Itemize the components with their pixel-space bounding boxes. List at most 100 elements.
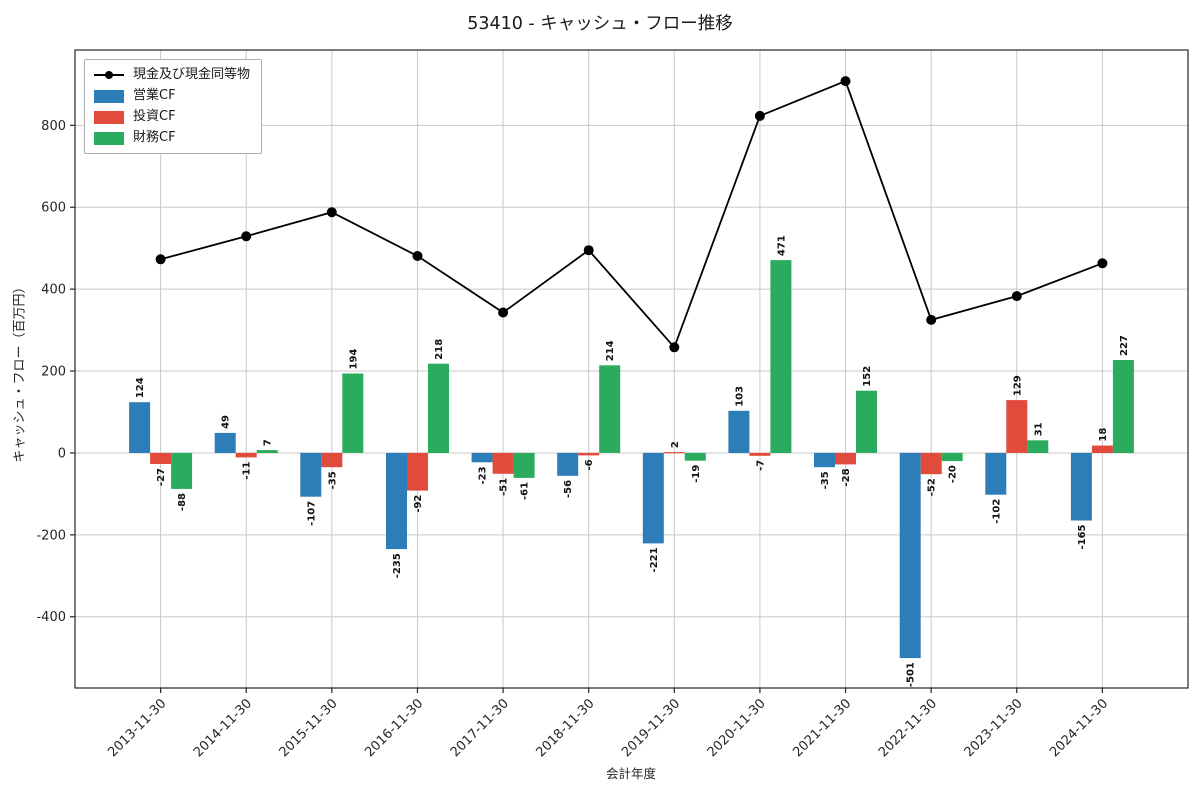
bar-投資CF-2015-11-30: [321, 452, 343, 468]
bar-営業CF-2016-11-30: [386, 452, 407, 550]
line-point-2013-11-30: [155, 254, 166, 265]
x-tick-label: 2022-11-30: [876, 696, 940, 760]
line-point-2024-11-30: [1097, 258, 1108, 269]
bar-value-label: 129: [1012, 375, 1023, 396]
bar-value-label: 227: [1119, 335, 1130, 356]
bar-value-label: 103: [734, 386, 745, 407]
legend-item-financing-cf: 財務CF: [94, 130, 250, 146]
bar-財務CF-2015-11-30: [342, 373, 364, 453]
bar-投資CF-2013-11-30: [150, 452, 172, 464]
bar-value-label: 194: [348, 349, 359, 370]
bar-value-label: 18: [1098, 428, 1109, 442]
bar-value-label: -28: [841, 468, 852, 486]
y-tick-label: 600: [41, 201, 66, 216]
line-point-2022-11-30: [926, 314, 937, 325]
x-tick-label: 2015-11-30: [277, 696, 341, 760]
legend-item-cash-equivalents: 現金及び現金同等物: [94, 67, 250, 83]
line-point-2019-11-30: [669, 342, 680, 353]
bar-財務CF-2024-11-30: [1112, 360, 1134, 453]
y-tick-label: 400: [41, 283, 66, 298]
financing-cf-swatch-icon: [94, 131, 124, 145]
bar-value-label: -88: [177, 493, 188, 511]
x-tick-label: 2019-11-30: [619, 696, 683, 760]
legend-item-operating-cf: 営業CF: [94, 88, 250, 104]
bar-営業CF-2020-11-30: [728, 410, 750, 453]
bar-value-label: -56: [563, 480, 574, 498]
bar-value-label: 471: [776, 235, 787, 256]
legend: 現金及び現金同等物 営業CF 投資CF 財務CF: [84, 59, 263, 154]
bar-value-label: -107: [306, 501, 317, 526]
bar-投資CF-2020-11-30: [749, 452, 771, 456]
bar-value-label: -51: [499, 478, 510, 496]
x-tick-label: 2018-11-30: [533, 696, 597, 760]
bar-財務CF-2020-11-30: [770, 260, 792, 453]
bar-財務CF-2017-11-30: [513, 452, 535, 478]
bar-value-label: 31: [1033, 422, 1044, 436]
bar-投資CF-2018-11-30: [578, 452, 600, 456]
bar-営業CF-2021-11-30: [814, 452, 835, 468]
bar-value-label: -11: [242, 461, 253, 479]
line-marker-icon: [94, 71, 124, 79]
x-tick-label: 2013-11-30: [105, 696, 169, 760]
bar-営業CF-2024-11-30: [1070, 452, 1092, 521]
bar-営業CF-2019-11-30: [642, 452, 664, 544]
line-point-2021-11-30: [840, 76, 851, 87]
line-point-2015-11-30: [326, 207, 337, 218]
bar-営業CF-2022-11-30: [899, 452, 921, 659]
bar-value-label: -92: [413, 495, 424, 513]
bar-value-label: -165: [1077, 524, 1088, 549]
legend-label: 投資CF: [133, 109, 176, 124]
investing-cf-swatch-icon: [94, 110, 124, 124]
bar-value-label: 2: [670, 441, 681, 448]
bar-投資CF-2017-11-30: [492, 452, 514, 474]
bar-value-label: -35: [820, 471, 831, 489]
bar-value-label: -23: [478, 466, 489, 484]
bar-財務CF-2019-11-30: [684, 452, 706, 461]
bar-value-label: -35: [327, 471, 338, 489]
y-tick-label: -200: [36, 528, 66, 543]
x-tick-label: 2014-11-30: [191, 696, 255, 760]
x-tick-label: 2017-11-30: [448, 696, 512, 760]
y-tick-label: 200: [41, 365, 66, 380]
bar-営業CF-2013-11-30: [129, 402, 151, 453]
bar-財務CF-2023-11-30: [1027, 440, 1049, 453]
bar-投資CF-2022-11-30: [920, 452, 942, 475]
bar-営業CF-2018-11-30: [557, 452, 579, 476]
bar-営業CF-2015-11-30: [300, 452, 322, 497]
bar-営業CF-2014-11-30: [214, 432, 236, 453]
bar-value-label: -6: [584, 459, 595, 470]
bar-value-label: -52: [927, 478, 938, 496]
legend-label: 営業CF: [133, 88, 176, 103]
bar-財務CF-2021-11-30: [856, 390, 877, 453]
bar-value-label: -501: [906, 662, 917, 687]
dot-marker-icon: [105, 71, 113, 79]
bar-value-label: 7: [263, 439, 274, 446]
line-point-2020-11-30: [754, 110, 765, 121]
bar-財務CF-2022-11-30: [941, 452, 963, 462]
bar-投資CF-2024-11-30: [1091, 445, 1113, 453]
bar-投資CF-2014-11-30: [235, 452, 257, 458]
bar-財務CF-2014-11-30: [256, 450, 278, 453]
chart-title: 53410 - キャッシュ・フロー推移: [467, 14, 733, 34]
line-point-2016-11-30: [412, 251, 423, 261]
legend-label: 財務CF: [133, 130, 176, 145]
x-tick-label: 2016-11-30: [362, 696, 426, 760]
y-tick-label: 0: [58, 446, 66, 461]
y-tick-label: 800: [41, 119, 66, 134]
bar-営業CF-2017-11-30: [471, 452, 493, 463]
line-point-2023-11-30: [1011, 291, 1022, 302]
line-point-2014-11-30: [241, 231, 252, 242]
legend-item-investing-cf: 投資CF: [94, 109, 250, 125]
x-axis-label: 会計年度: [605, 766, 656, 781]
bar-財務CF-2013-11-30: [171, 452, 193, 489]
bar-value-label: 49: [221, 415, 232, 429]
cash-equivalents-line: [160, 79, 1103, 350]
y-tick-label: -400: [36, 610, 66, 625]
bar-財務CF-2018-11-30: [599, 365, 621, 453]
bar-value-label: -61: [520, 482, 531, 500]
bar-value-label: -20: [948, 465, 959, 483]
bar-投資CF-2021-11-30: [835, 452, 856, 465]
x-tick-label: 2020-11-30: [705, 696, 769, 760]
